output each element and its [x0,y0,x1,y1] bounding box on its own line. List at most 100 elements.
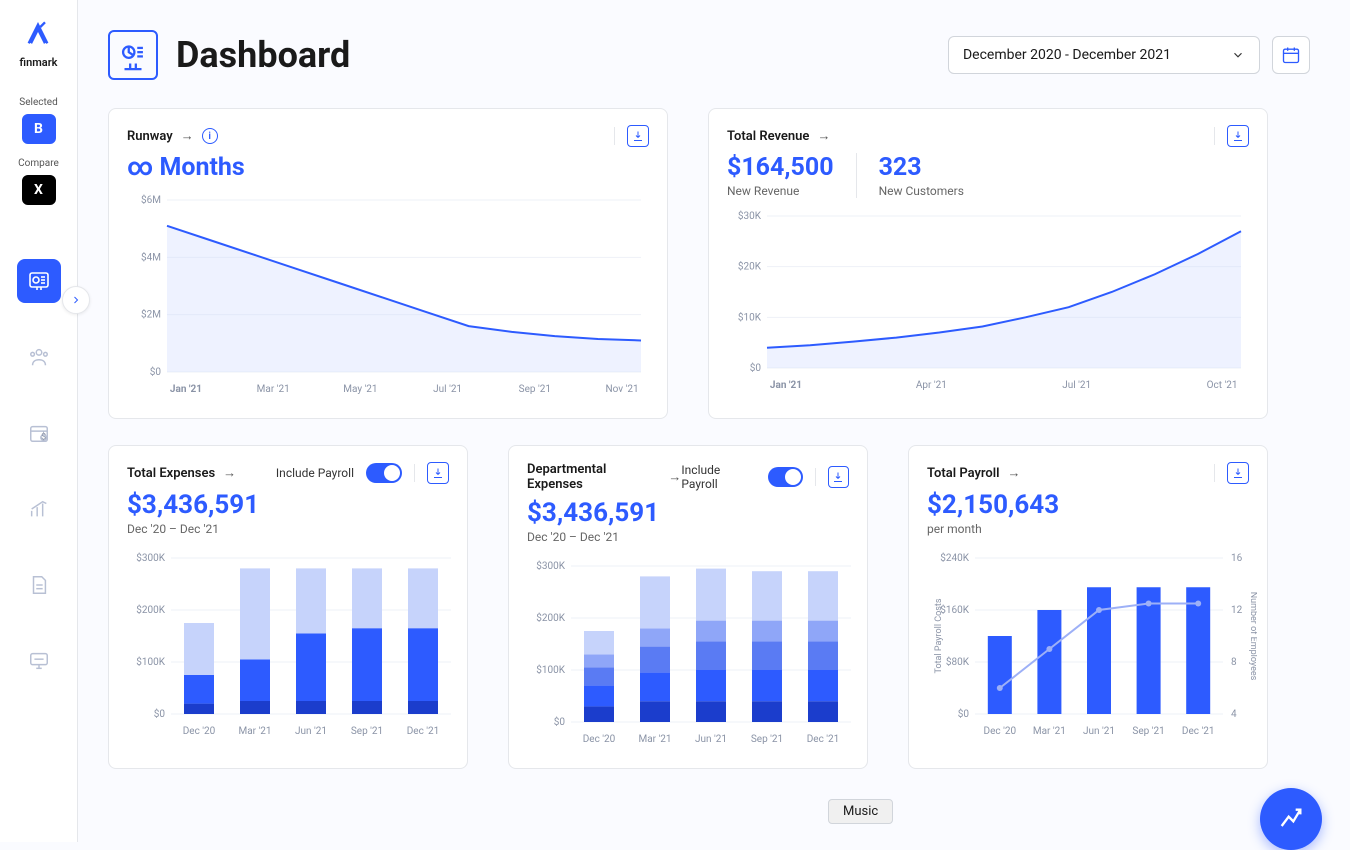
svg-text:$160K: $160K [940,603,969,616]
svg-text:Jul '21: Jul '21 [433,384,462,395]
new-customers-label: New Customers [879,184,964,198]
svg-text:Dec '20: Dec '20 [984,726,1017,737]
arrow-right-icon[interactable]: → [181,128,194,144]
arrow-right-icon[interactable]: → [1008,465,1021,481]
selected-label: Selected [19,97,57,108]
arrow-right-icon[interactable]: → [817,128,830,144]
svg-text:$240K: $240K [940,551,969,564]
page-title: Dashboard [176,34,350,76]
nav-people[interactable] [17,335,61,379]
new-customers-value: 323 [879,153,964,182]
svg-text:8: 8 [1231,657,1237,668]
finmark-icon [24,20,52,52]
download-button[interactable] [828,466,849,488]
svg-text:Jun '21: Jun '21 [1083,726,1115,737]
card-title: Total Expenses [127,466,215,481]
arrow-right-icon[interactable]: → [668,469,681,485]
download-button[interactable] [1227,462,1249,484]
svg-text:Nov '21: Nov '21 [606,384,639,395]
svg-text:$0: $0 [958,707,970,720]
nav-dashboard[interactable] [17,259,61,303]
include-payroll-toggle[interactable] [366,463,402,483]
svg-text:Mar '21: Mar '21 [638,734,671,745]
dashboard-icon [108,30,158,80]
divider [1214,127,1215,145]
download-button[interactable] [427,462,449,484]
selected-chip[interactable]: B [22,114,56,144]
svg-text:$300K: $300K [536,559,565,572]
dept-chart: $0$100K$200K$300KDec '20Mar '21Jun '21Se… [527,552,849,754]
svg-text:Dec '21: Dec '21 [807,734,840,745]
payroll-subtitle: per month [927,522,1249,536]
svg-text:$100K: $100K [136,655,165,668]
svg-text:Jan '21: Jan '21 [170,384,202,395]
svg-text:$4M: $4M [141,250,161,263]
download-button[interactable] [627,125,649,147]
calendar-button[interactable] [1272,36,1310,74]
payroll-metric: $2,150,643 [927,490,1249,520]
svg-text:Dec '20: Dec '20 [583,734,616,745]
divider [1214,464,1215,482]
svg-text:$2M: $2M [141,308,161,321]
info-icon[interactable]: i [202,128,218,144]
arrow-right-icon[interactable]: → [223,465,236,481]
svg-text:Sep '21: Sep '21 [1132,726,1164,737]
svg-text:Number of Employees: Number of Employees [1248,592,1257,681]
card-title: Runway [127,129,173,144]
svg-text:Total Payroll Costs: Total Payroll Costs [934,598,944,673]
expenses-chart: $0 $100K $200K $300K Dec '20 Mar '21 Jun '21 Se… [127,544,449,746]
card-expenses: Total Expenses → Include Payroll $3,436,… [108,445,468,769]
svg-text:Mar '21: Mar '21 [257,384,290,395]
card-runway: Runway → i ∞ Months $0$2M$4M$6MJan '21Ma… [108,108,668,419]
brand-name: finmark [20,56,58,69]
nav-calendar[interactable]: $ [17,411,61,455]
svg-text:$6M: $6M [141,193,161,206]
svg-text:$200K: $200K [136,603,165,616]
nav-document[interactable] [17,563,61,607]
divider [414,464,415,482]
include-payroll-label: Include Payroll [276,466,354,480]
card-title: Departmental Expenses [527,462,660,492]
nav-monitor[interactable] [17,639,61,683]
date-range-picker[interactable]: December 2020 - December 2021 [948,36,1260,74]
sidebar: finmark Selected B Compare X $ [0,0,78,842]
svg-text:$0: $0 [154,707,166,720]
divider [815,468,816,486]
chevron-down-icon [1231,48,1245,62]
svg-text:Dec '20: Dec '20 [183,726,216,737]
svg-text:$100K: $100K [536,663,565,676]
svg-text:Jun '21: Jun '21 [695,734,727,745]
nav-growth[interactable] [17,487,61,531]
include-payroll-toggle[interactable] [768,467,803,487]
svg-text:May '21: May '21 [343,384,377,395]
compare-chip[interactable]: X [22,175,56,205]
card-departmental-expenses: Departmental Expenses → Include Payroll … [508,445,868,769]
dept-metric: $3,436,591 [527,498,849,528]
svg-text:Dec '21: Dec '21 [407,726,440,737]
svg-text:Sep '21: Sep '21 [351,726,383,737]
svg-text:Jun '21: Jun '21 [295,726,327,737]
brand-logo[interactable]: finmark [20,20,58,69]
page-header: Dashboard December 2020 - December 2021 [108,30,1310,80]
download-button[interactable] [1227,125,1249,147]
runway-chart: $0$2M$4M$6MJan '21Mar '21May '21Jul '21S… [127,190,649,404]
svg-text:$20K: $20K [738,260,762,273]
svg-text:$: $ [41,431,46,442]
svg-text:$0: $0 [150,365,162,378]
divider [614,127,615,145]
main-content: Dashboard December 2020 - December 2021 … [78,0,1350,842]
date-range-text: December 2020 - December 2021 [963,47,1171,63]
svg-text:$80K: $80K [946,655,970,668]
svg-text:Mar '21: Mar '21 [238,726,271,737]
svg-text:$300K: $300K [136,551,165,564]
divider [856,153,857,198]
svg-text:$200K: $200K [536,611,565,624]
new-revenue-value: $164,500 [727,153,834,182]
svg-text:16: 16 [1231,553,1243,564]
fab-button[interactable] [1260,788,1322,850]
svg-text:12: 12 [1231,605,1243,616]
dept-subtitle: Dec '20 – Dec '21 [527,530,849,544]
svg-text:Jan '21: Jan '21 [770,380,802,391]
sidebar-nav: $ [17,259,61,683]
compare-label: Compare [18,158,59,169]
